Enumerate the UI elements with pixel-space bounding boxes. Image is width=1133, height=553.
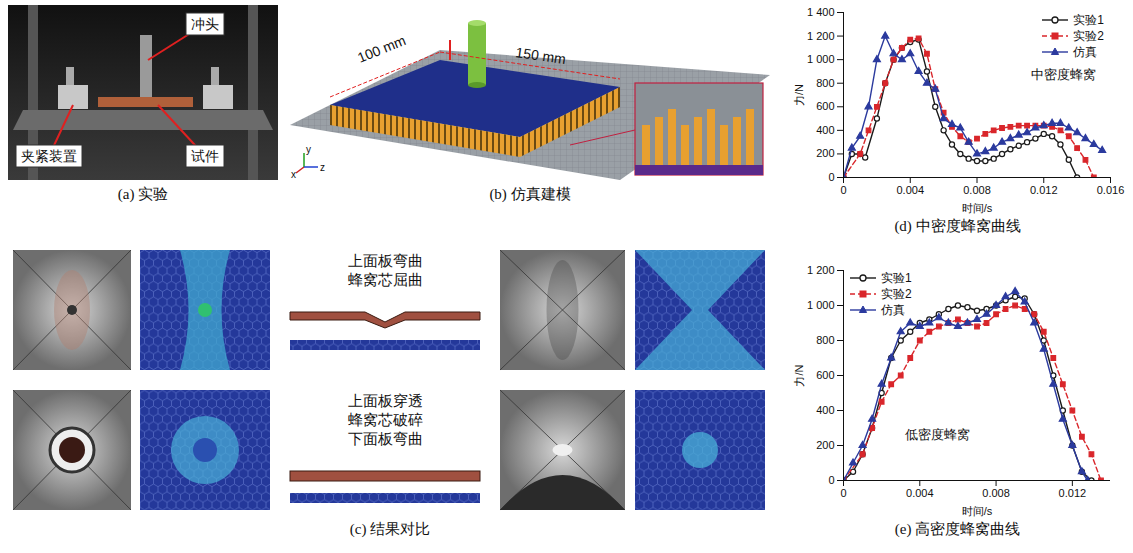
svg-text:上面板穿透: 上面板穿透: [348, 392, 423, 409]
svg-text:0.012: 0.012: [1030, 184, 1058, 196]
html-text:(b) 仿真建模: (b) 仿真建模: [489, 186, 571, 202]
html-text:实验2: 实验2: [881, 287, 912, 301]
svg-text:试件: 试件: [191, 148, 219, 164]
svg-text:800: 800: [816, 334, 834, 346]
svg-text:0.004: 0.004: [896, 184, 924, 196]
svg-text:夹紧装置: 夹紧装置: [21, 148, 77, 164]
html-text:实验1: 实验1: [1073, 13, 1104, 27]
svg-text:800: 800: [816, 77, 834, 89]
svg-text:蜂窝芯破碎: 蜂窝芯破碎: [348, 411, 423, 428]
svg-text:1 400: 1 400: [807, 6, 835, 18]
svg-text:蜂窝芯屈曲: 蜂窝芯屈曲: [348, 271, 423, 288]
svg-text:600: 600: [816, 369, 834, 381]
html-text:(a) 实验: (a) 实验: [117, 186, 169, 202]
svg-text:200: 200: [816, 147, 834, 159]
svg-text:400: 400: [816, 124, 834, 136]
svg-text:0: 0: [840, 184, 846, 196]
svg-text:0.008: 0.008: [982, 487, 1010, 499]
svg-text:0: 0: [840, 487, 846, 499]
svg-text:时间/s: 时间/s: [962, 202, 993, 214]
svg-text:0.016: 0.016: [1097, 184, 1125, 196]
svg-text:下面板弯曲: 下面板弯曲: [348, 430, 423, 447]
svg-text:100 mm: 100 mm: [355, 32, 408, 66]
svg-text:600: 600: [816, 100, 834, 112]
svg-text:0.012: 0.012: [1059, 487, 1087, 499]
html-text:仿真: 仿真: [881, 303, 905, 317]
svg-text:力/N: 力/N: [793, 364, 805, 386]
html-text:仿真: 仿真: [1073, 45, 1098, 59]
svg-text:0.004: 0.004: [906, 487, 934, 499]
svg-text:400: 400: [816, 404, 834, 416]
svg-text:0: 0: [828, 474, 834, 486]
svg-text:1 000: 1 000: [807, 53, 835, 65]
html-text:(d) 中密度蜂窝曲线: (d) 中密度蜂窝曲线: [894, 218, 1021, 234]
html-text:中密度蜂窝: 中密度蜂窝: [1031, 67, 1096, 82]
svg-text:x: x: [291, 169, 296, 180]
html-text:实验2: 实验2: [1073, 29, 1104, 43]
svg-text:200: 200: [816, 439, 834, 451]
svg-text:0.008: 0.008: [963, 184, 991, 196]
svg-text:冲头: 冲头: [191, 16, 219, 32]
svg-text:z: z: [320, 162, 325, 173]
svg-text:y: y: [306, 144, 311, 155]
svg-text:1 200: 1 200: [807, 264, 835, 276]
html-text:低密度蜂窝: 低密度蜂窝: [905, 427, 970, 442]
html-text:(e) 高密度蜂窝曲线: (e) 高密度蜂窝曲线: [894, 521, 1021, 537]
svg-text:时间/s: 时间/s: [962, 505, 993, 517]
svg-text:力/N: 力/N: [793, 84, 805, 106]
svg-text:150 mm: 150 mm: [515, 44, 567, 67]
html-text:实验1: 实验1: [881, 271, 912, 285]
svg-text:0: 0: [828, 171, 834, 183]
html-text:(c) 结果对比: (c) 结果对比: [349, 521, 431, 537]
svg-text:上面板弯曲: 上面板弯曲: [348, 252, 423, 269]
svg-text:1 000: 1 000: [807, 299, 835, 311]
svg-text:1 200: 1 200: [807, 30, 835, 42]
